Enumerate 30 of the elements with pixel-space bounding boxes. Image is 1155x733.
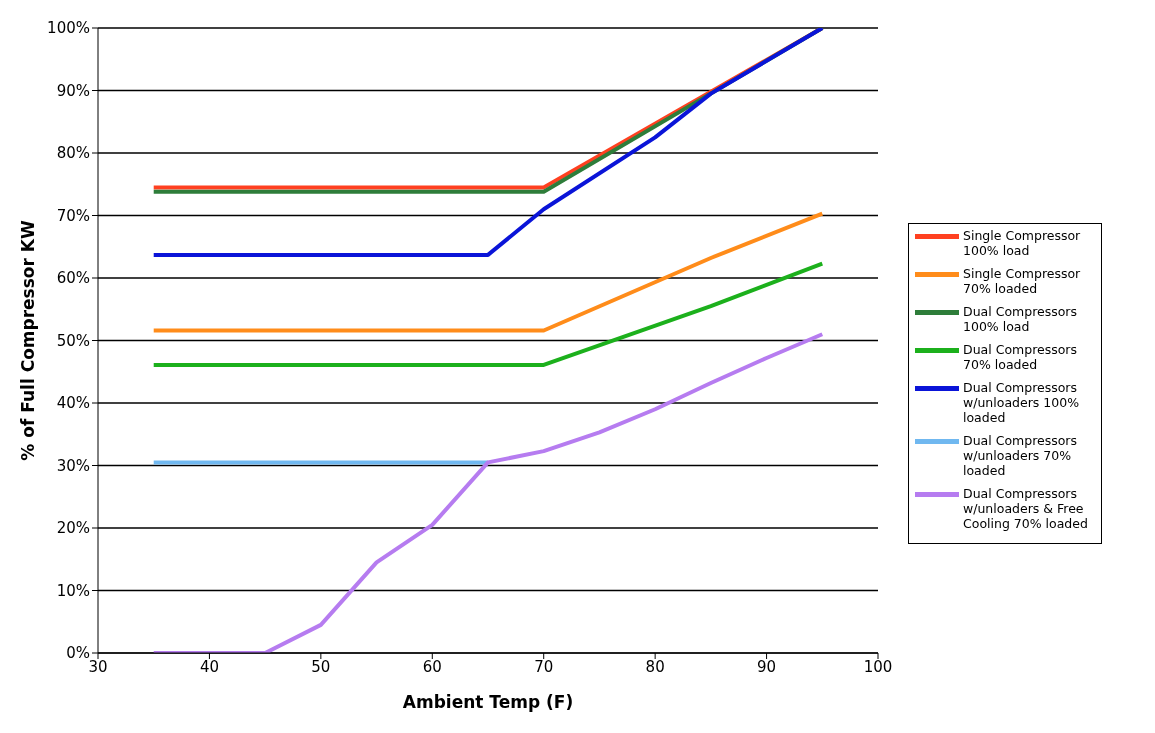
y-tick-label: 40%	[56, 394, 90, 413]
y-tick-label: 60%	[56, 269, 90, 288]
x-tick-label: 30	[88, 657, 108, 676]
y-tick-label: 10%	[56, 581, 90, 600]
y-tick-label: 20%	[56, 519, 90, 538]
legend-label: Single Compressor 100% load	[963, 227, 1082, 258]
x-tick-label: 40	[199, 657, 219, 676]
legend-label: Dual Compressors 70% loaded	[963, 341, 1079, 372]
y-tick-label: 100%	[47, 19, 90, 38]
legend-label: Dual Compressors 100% load	[963, 303, 1079, 334]
x-tick-label: 60	[422, 657, 442, 676]
y-tick-label: 90%	[56, 81, 90, 100]
legend-label: Dual Compressors w/unloaders 70% loaded	[963, 432, 1079, 478]
x-tick-label: 70	[534, 657, 554, 676]
line-series	[151, 28, 825, 257]
y-tick-label: 30%	[56, 456, 90, 475]
legend-label: Dual Compressors w/unloaders & Free Cooling 70% loaded	[963, 485, 1089, 531]
x-axis-title: Ambient Temp (F)	[402, 692, 574, 712]
x-tick-label: 80	[645, 657, 665, 676]
y-tick-label: 80%	[56, 144, 90, 163]
x-tick-label: 100	[863, 657, 893, 676]
y-tick-label: 70%	[56, 206, 90, 225]
y-axis-title: % of Full Compressor KW	[18, 220, 39, 461]
y-tick-label: 50%	[56, 331, 90, 350]
legend-label: Dual Compressors w/unloaders 100% loaded	[963, 379, 1081, 425]
legend-label: Single Compressor 70% loaded	[963, 265, 1082, 296]
x-tick-label: 50	[311, 657, 331, 676]
line-series	[151, 332, 825, 653]
y-tick-label: 0%	[66, 644, 90, 663]
x-tick-label: 90	[757, 657, 777, 676]
